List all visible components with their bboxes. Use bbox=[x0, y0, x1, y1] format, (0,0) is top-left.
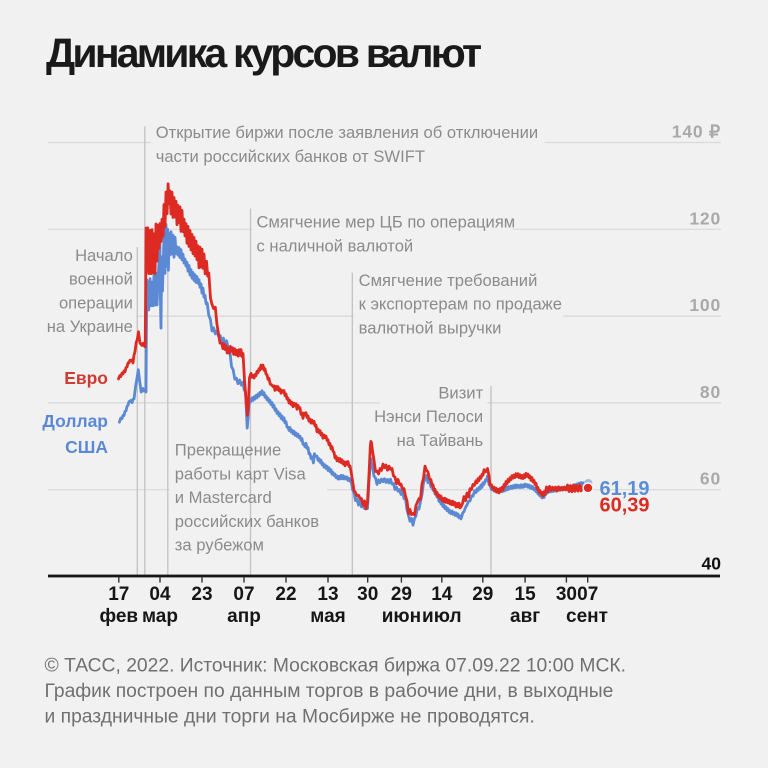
svg-text:Нэнси Пелоси: Нэнси Пелоси bbox=[374, 407, 483, 426]
svg-text:июн: июн bbox=[382, 606, 421, 627]
svg-text:фев: фев bbox=[99, 606, 138, 627]
svg-text:30: 30 bbox=[357, 584, 378, 605]
svg-text:сент: сент bbox=[566, 606, 608, 627]
svg-text:22: 22 bbox=[275, 584, 296, 605]
svg-text:13: 13 bbox=[317, 584, 338, 605]
svg-text:29: 29 bbox=[391, 584, 412, 605]
svg-text:апр: апр bbox=[227, 606, 261, 627]
svg-text:на Тайвань: на Тайвань bbox=[397, 431, 484, 450]
svg-text:Смягчение требований: Смягчение требований bbox=[359, 271, 538, 290]
svg-text:США: США bbox=[65, 437, 108, 457]
svg-text:© ТАСС, 2022. Источник: Москов: © ТАСС, 2022. Источник: Московская биржа… bbox=[45, 656, 627, 677]
svg-text:мая: мая bbox=[310, 606, 345, 627]
svg-text:15: 15 bbox=[515, 584, 537, 605]
svg-text:и праздничные дни торги на Мос: и праздничные дни торги на Мосбирже не п… bbox=[45, 706, 535, 727]
svg-text:04: 04 bbox=[149, 584, 171, 605]
svg-text:с наличной валютой: с наличной валютой bbox=[257, 236, 414, 255]
svg-text:100: 100 bbox=[689, 295, 721, 315]
svg-text:80: 80 bbox=[700, 382, 721, 402]
svg-text:60,39: 60,39 bbox=[600, 495, 650, 517]
svg-text:мар: мар bbox=[142, 606, 178, 627]
svg-text:07: 07 bbox=[577, 584, 598, 605]
svg-text:29: 29 bbox=[472, 584, 493, 605]
svg-text:60: 60 bbox=[700, 469, 721, 489]
svg-text:авг: авг bbox=[510, 606, 540, 627]
svg-text:График построен по данным торг: График построен по данным торгов в рабоч… bbox=[45, 681, 614, 702]
svg-text:июл: июл bbox=[422, 606, 462, 627]
svg-text:Евро: Евро bbox=[64, 368, 108, 388]
svg-text:23: 23 bbox=[191, 584, 212, 605]
svg-text:Открытие биржи после заявления: Открытие биржи после заявления об отключ… bbox=[156, 123, 538, 142]
svg-text:07: 07 bbox=[233, 584, 254, 605]
svg-text:30: 30 bbox=[556, 584, 577, 605]
svg-text:Смягчение мер ЦБ по операциям: Смягчение мер ЦБ по операциям bbox=[257, 213, 516, 232]
svg-text:Динамика курсов валют: Динамика курсов валют bbox=[46, 30, 481, 76]
svg-text:Визит: Визит bbox=[438, 384, 483, 403]
svg-text:14: 14 bbox=[431, 584, 453, 605]
svg-text:к экспортерам по продаже: к экспортерам по продаже bbox=[359, 295, 562, 314]
svg-text:на Украине: на Украине bbox=[47, 317, 133, 336]
svg-text:военной: военной bbox=[69, 270, 133, 289]
svg-text:120: 120 bbox=[689, 208, 721, 228]
svg-text:Начало: Начало bbox=[75, 246, 133, 265]
svg-text:140 ₽: 140 ₽ bbox=[672, 122, 721, 142]
svg-text:работы карт Visa: работы карт Visa bbox=[175, 464, 307, 483]
svg-text:российских банков: российских банков bbox=[175, 512, 320, 531]
svg-text:40: 40 bbox=[702, 554, 722, 574]
svg-text:и Mastercard: и Mastercard bbox=[175, 488, 272, 507]
svg-text:за рубежом: за рубежом bbox=[175, 536, 264, 555]
svg-text:валютной выручки: валютной выручки bbox=[359, 318, 502, 337]
svg-text:операции: операции bbox=[59, 293, 133, 312]
svg-text:части российских банков от SWI: части российских банков от SWIFT bbox=[156, 147, 425, 166]
svg-text:Доллар: Доллар bbox=[42, 411, 108, 431]
svg-text:Прекращение: Прекращение bbox=[175, 441, 281, 460]
svg-text:61,19: 61,19 bbox=[600, 478, 650, 500]
svg-text:17: 17 bbox=[108, 584, 129, 605]
